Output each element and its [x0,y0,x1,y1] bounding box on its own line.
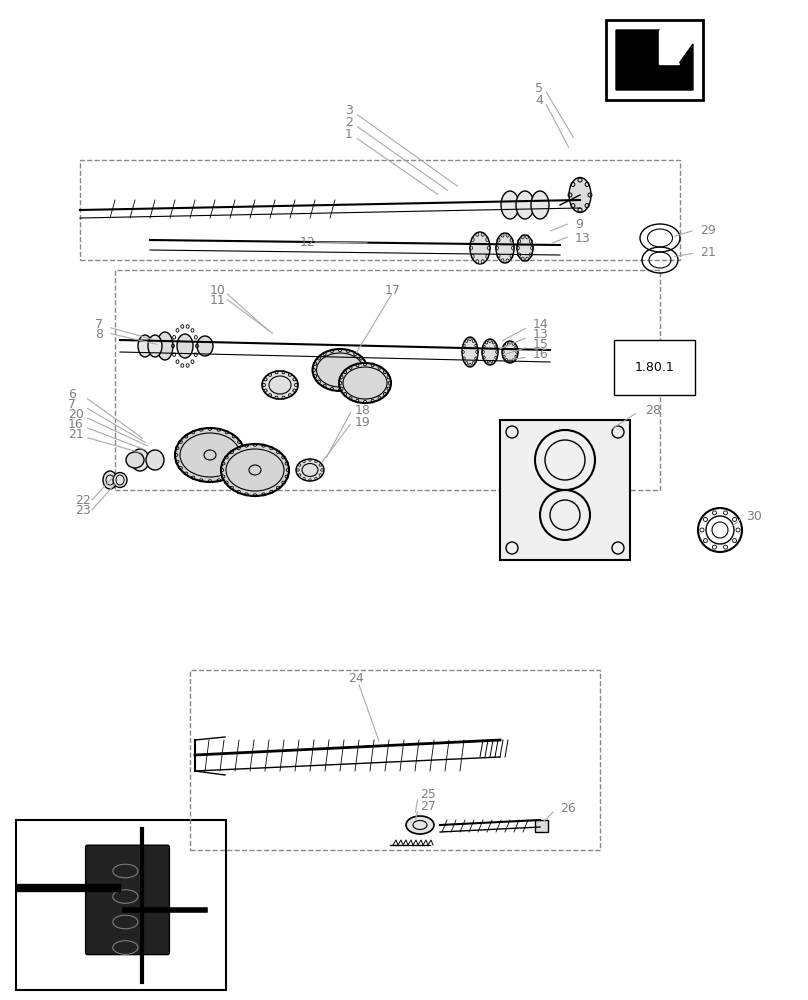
Ellipse shape [262,371,298,399]
Ellipse shape [113,473,127,488]
Text: 29: 29 [700,224,716,236]
Ellipse shape [103,471,117,489]
Text: 26: 26 [560,802,576,814]
Polygon shape [616,30,693,90]
Bar [606,20,703,100]
Text: 2: 2 [345,116,353,129]
Ellipse shape [339,363,391,403]
Text: 28: 28 [645,403,661,416]
Ellipse shape [531,191,549,219]
Text: 18: 18 [355,403,371,416]
Ellipse shape [516,191,534,219]
Text: 30: 30 [746,510,762,522]
Ellipse shape [197,336,213,356]
Text: 22: 22 [75,493,90,506]
Ellipse shape [221,444,289,496]
Text: 1: 1 [345,128,353,141]
Text: 16: 16 [533,349,549,361]
Ellipse shape [482,339,498,365]
Ellipse shape [126,452,144,468]
Text: 23: 23 [75,504,90,516]
Text: 11: 11 [210,294,225,306]
Ellipse shape [569,178,591,213]
FancyBboxPatch shape [86,845,170,955]
Bar [16,820,226,990]
Text: 12: 12 [300,235,316,248]
Text: 5: 5 [535,82,543,95]
Ellipse shape [406,816,434,834]
Text: 27: 27 [420,800,436,814]
Text: 16: 16 [68,418,84,432]
Text: 17: 17 [385,284,401,296]
Text: 8: 8 [95,328,103,342]
Polygon shape [659,30,679,64]
Text: 13: 13 [575,232,591,244]
Ellipse shape [462,337,478,367]
Ellipse shape [177,334,193,358]
Ellipse shape [131,449,149,471]
Ellipse shape [148,335,162,357]
Ellipse shape [502,341,518,363]
Ellipse shape [517,235,533,261]
Text: 10: 10 [210,284,226,296]
Text: 15: 15 [533,338,549,352]
Bar [500,420,630,560]
Bar [614,340,695,395]
Text: 13: 13 [533,328,549,342]
Text: 4: 4 [535,94,543,106]
Ellipse shape [175,428,245,482]
Ellipse shape [501,191,519,219]
Text: 21: 21 [68,428,84,442]
Text: 25: 25 [420,788,436,802]
Ellipse shape [157,332,173,360]
Text: 6: 6 [68,388,76,401]
Text: 14: 14 [533,318,549,332]
Text: 7: 7 [95,318,103,332]
Ellipse shape [138,335,152,357]
Ellipse shape [296,459,324,481]
Text: 19: 19 [355,416,371,428]
Ellipse shape [313,349,368,391]
Text: 24: 24 [348,672,364,684]
Ellipse shape [496,233,514,263]
Polygon shape [535,820,548,832]
Text: 9: 9 [575,219,583,232]
Ellipse shape [470,232,490,264]
Text: 1.80.1: 1.80.1 [634,361,675,374]
Ellipse shape [146,450,164,470]
Text: 7: 7 [68,398,76,412]
Text: 21: 21 [700,246,716,259]
Text: 20: 20 [68,408,84,422]
Text: 3: 3 [345,104,353,117]
